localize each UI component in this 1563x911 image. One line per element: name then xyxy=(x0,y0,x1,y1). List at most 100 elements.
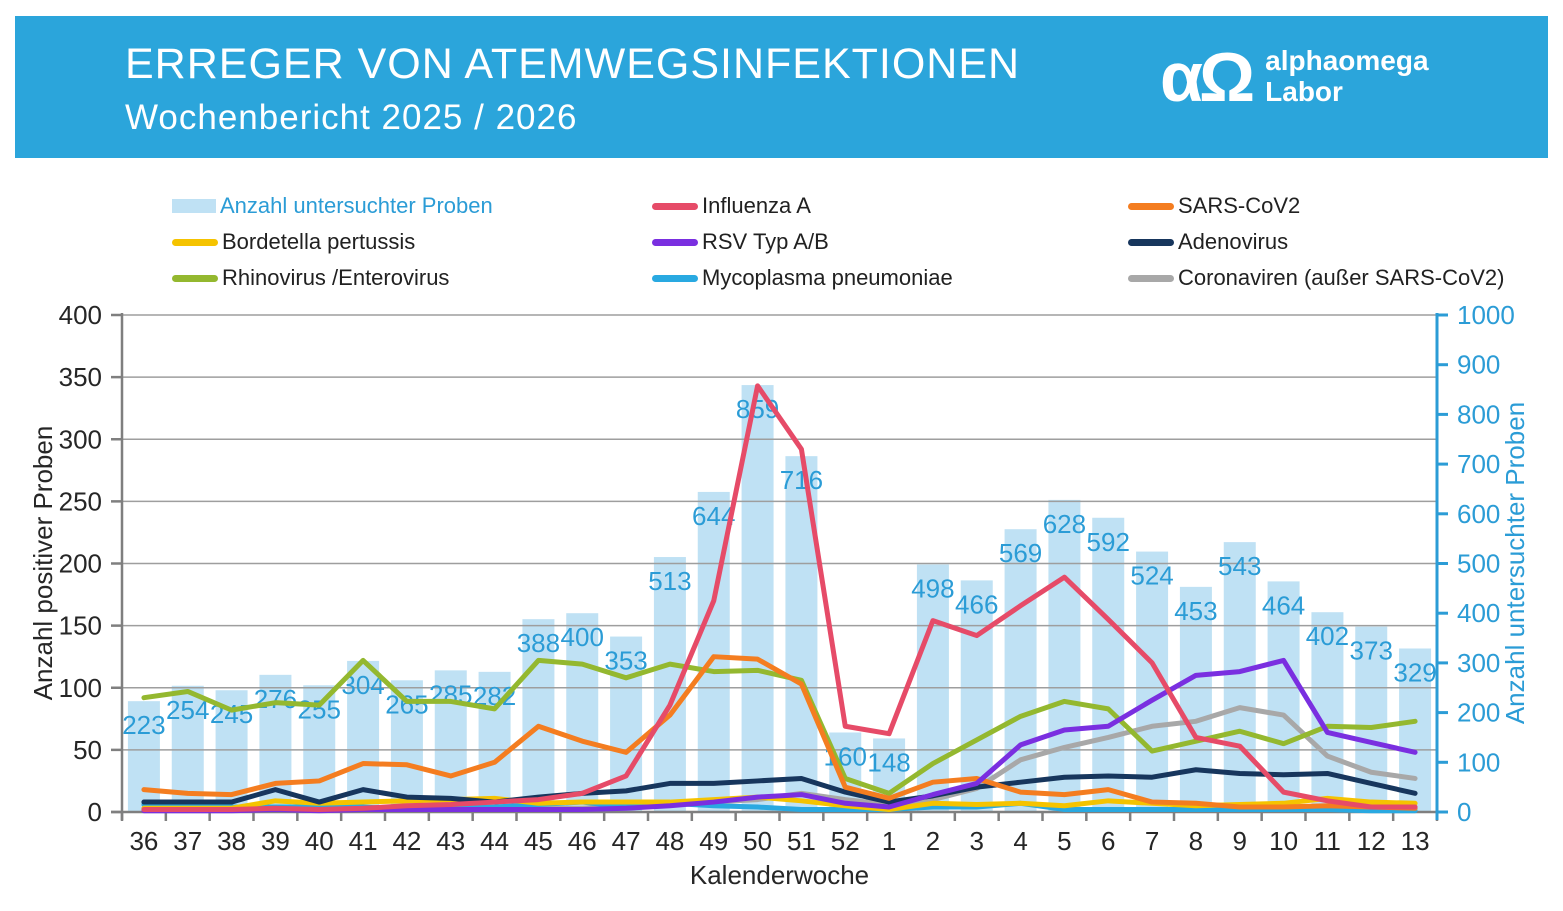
left-axis-title: Anzahl positiver Proben xyxy=(28,426,58,701)
bar-value-label: 628 xyxy=(1043,509,1086,539)
x-axis-tick-label: 11 xyxy=(1314,826,1341,856)
sample-count-bar xyxy=(434,670,467,812)
x-axis-tick-label: 38 xyxy=(217,826,246,856)
legend-column: Influenza A RSV Typ A/B Mycoplasma pneumon… xyxy=(652,188,953,296)
sample-count-bar xyxy=(522,619,555,812)
right-axis-tick-label: 700 xyxy=(1457,449,1500,479)
bar-value-label: 592 xyxy=(1087,527,1130,557)
lab-logo-line2: Labor xyxy=(1265,76,1343,108)
x-axis-tick-label: 40 xyxy=(305,826,334,856)
page-title: ERREGER VON ATEMWEGSINFEKTIONEN xyxy=(125,40,1021,88)
lab-logo-line1: alphaomega xyxy=(1265,45,1429,77)
x-axis-tick-label: 45 xyxy=(524,826,553,856)
right-axis-tick-label: 0 xyxy=(1457,797,1471,827)
x-axis-tick-label: 1 xyxy=(882,826,896,856)
legend-column: Anzahl untersuchter Proben Bordetella per… xyxy=(172,188,493,296)
sample-count-bar xyxy=(127,701,160,812)
lab-logo-text: alphaomega Labor xyxy=(1265,46,1428,108)
x-axis-tick-label: 10 xyxy=(1269,826,1298,856)
right-axis-tick-label: 600 xyxy=(1457,499,1500,529)
left-axis-tick-label: 50 xyxy=(73,735,102,765)
right-axis-tick-label: 1000 xyxy=(1457,300,1515,330)
legend-item-adenovirus: Adenovirus xyxy=(1128,224,1504,260)
sample-count-bar xyxy=(741,385,774,812)
sample-count-bar xyxy=(1092,517,1125,812)
legend-label: Anzahl untersuchter Proben xyxy=(220,193,493,218)
lab-logo: αΩ alphaomega Labor xyxy=(1160,42,1429,111)
legend-label: Adenovirus xyxy=(1178,229,1289,254)
x-axis-tick-label: 49 xyxy=(699,826,728,856)
left-axis-tick-label: 0 xyxy=(88,797,102,827)
left-axis-tick-label: 200 xyxy=(59,549,102,579)
left-axis-tick-label: 100 xyxy=(59,673,102,703)
line-swatch-icon xyxy=(652,274,698,282)
sample-count-bar xyxy=(1223,542,1256,812)
series-line-adenovirus xyxy=(141,767,1418,805)
x-axis-tick-label: 51 xyxy=(787,826,816,856)
right-axis-tick-label: 300 xyxy=(1457,648,1500,678)
x-axis-tick-label: 39 xyxy=(261,826,290,856)
left-axis-tick-label: 300 xyxy=(59,424,102,454)
x-axis-tick-label: 13 xyxy=(1401,826,1430,856)
legend-item-influenza-a: Influenza A xyxy=(652,188,953,224)
line-swatch-icon xyxy=(1128,238,1174,246)
report-header: ERREGER VON ATEMWEGSINFEKTIONEN Wochenbe… xyxy=(15,16,1548,158)
legend-column: SARS-CoV2 Adenovirus Coronaviren (außer SA… xyxy=(1128,188,1504,296)
bar-value-label: 400 xyxy=(561,622,604,652)
bar-value-label: 543 xyxy=(1218,551,1261,581)
bar-value-label: 353 xyxy=(604,646,647,676)
right-axis-title: Anzahl untersuchter Proben xyxy=(1500,402,1530,724)
x-axis-tick-label: 2 xyxy=(926,826,940,856)
line-swatch-icon xyxy=(1128,202,1174,210)
x-axis-tick-label: 44 xyxy=(480,826,509,856)
x-axis-tick-label: 7 xyxy=(1145,826,1159,856)
left-axis-tick-label: 150 xyxy=(59,611,102,641)
bar-value-label: 453 xyxy=(1174,596,1217,626)
left-axis-tick-label: 250 xyxy=(59,486,102,516)
legend-item-rhinovirus-enterovirus: Rhinovirus /Enterovirus xyxy=(172,260,493,296)
legend-label: RSV Typ A/B xyxy=(702,229,829,254)
legend-item-mycoplasma-pneumoniae: Mycoplasma pneumoniae xyxy=(652,260,953,296)
bar-value-label: 569 xyxy=(999,538,1042,568)
x-axis-tick-label: 47 xyxy=(612,826,641,856)
sample-count-bar xyxy=(1399,648,1432,812)
line-swatch-icon xyxy=(172,238,218,246)
left-axis-tick-label: 350 xyxy=(59,362,102,392)
page-subtitle: Wochenbericht 2025 / 2026 xyxy=(125,98,578,137)
right-axis-tick-label: 200 xyxy=(1457,698,1500,728)
bar-value-label: 148 xyxy=(867,747,910,777)
x-axis-tick-label: 36 xyxy=(129,826,158,856)
line-swatch-icon xyxy=(652,238,698,246)
legend-item-sars-cov2: SARS-CoV2 xyxy=(1128,188,1504,224)
x-axis-tick-label: 43 xyxy=(436,826,465,856)
right-axis-tick-label: 500 xyxy=(1457,549,1500,579)
series-line-sars-cov2 xyxy=(141,654,1418,811)
bar-value-label: 498 xyxy=(911,573,954,603)
right-axis-tick-label: 800 xyxy=(1457,399,1500,429)
right-axis-tick-label: 100 xyxy=(1457,747,1500,777)
bar-value-label: 223 xyxy=(122,710,165,740)
x-axis-tick-label: 3 xyxy=(970,826,984,856)
x-axis-tick-label: 12 xyxy=(1357,826,1386,856)
series-line-influenza-a xyxy=(141,383,1418,813)
x-axis-tick-label: 9 xyxy=(1233,826,1247,856)
sample-count-bar xyxy=(1179,586,1212,812)
bar-value-label: 464 xyxy=(1262,590,1305,620)
x-axis-title: Kalenderwoche xyxy=(690,860,869,890)
legend-item-bordetella-pertussis: Bordetella pertussis xyxy=(172,224,493,260)
line-swatch-icon xyxy=(1128,274,1174,282)
legend-label: Bordetella pertussis xyxy=(222,229,416,254)
sample-count-bar xyxy=(1048,499,1081,812)
sample-count-bar xyxy=(347,660,380,812)
bar-value-label: 276 xyxy=(254,684,297,714)
line-swatch-icon xyxy=(172,274,218,282)
bar-value-label: 329 xyxy=(1393,657,1436,687)
right-axis-tick-label: 400 xyxy=(1457,598,1500,628)
bar-value-label: 524 xyxy=(1130,561,1173,591)
x-axis-tick-label: 52 xyxy=(831,826,860,856)
legend-item-rsv-typ-a-b: RSV Typ A/B xyxy=(652,224,953,260)
legend-label: SARS-CoV2 xyxy=(1178,193,1301,218)
legend-label: Rhinovirus /Enterovirus xyxy=(222,265,450,290)
